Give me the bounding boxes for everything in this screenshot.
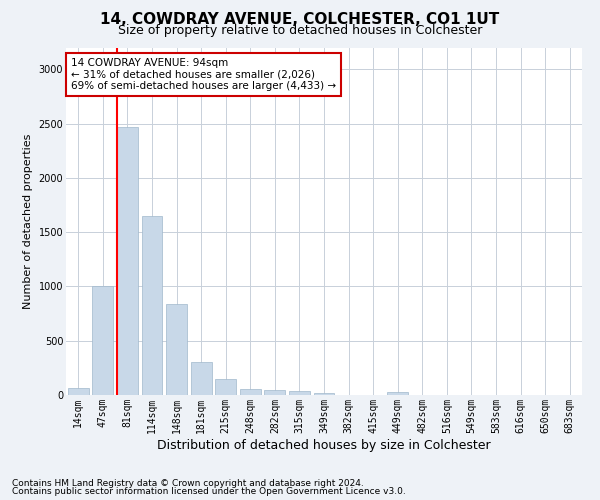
Bar [387,392,408,395]
Bar [240,389,261,395]
Text: 14 COWDRAY AVENUE: 94sqm
← 31% of detached houses are smaller (2,026)
69% of sem: 14 COWDRAY AVENUE: 94sqm ← 31% of detach… [71,58,336,91]
Text: 14, COWDRAY AVENUE, COLCHESTER, CO1 1UT: 14, COWDRAY AVENUE, COLCHESTER, CO1 1UT [100,12,500,28]
Bar [92,286,113,395]
Bar [117,127,138,395]
Bar [166,304,187,395]
Bar [314,393,334,395]
X-axis label: Distribution of detached houses by size in Colchester: Distribution of detached houses by size … [157,438,491,452]
Bar [289,390,310,395]
Bar [142,216,163,395]
Bar [215,380,236,395]
Text: Contains public sector information licensed under the Open Government Licence v3: Contains public sector information licen… [12,487,406,496]
Bar [191,362,212,395]
Bar [68,388,89,395]
Y-axis label: Number of detached properties: Number of detached properties [23,134,33,309]
Text: Contains HM Land Registry data © Crown copyright and database right 2024.: Contains HM Land Registry data © Crown c… [12,478,364,488]
Bar [265,390,286,395]
Text: Size of property relative to detached houses in Colchester: Size of property relative to detached ho… [118,24,482,37]
